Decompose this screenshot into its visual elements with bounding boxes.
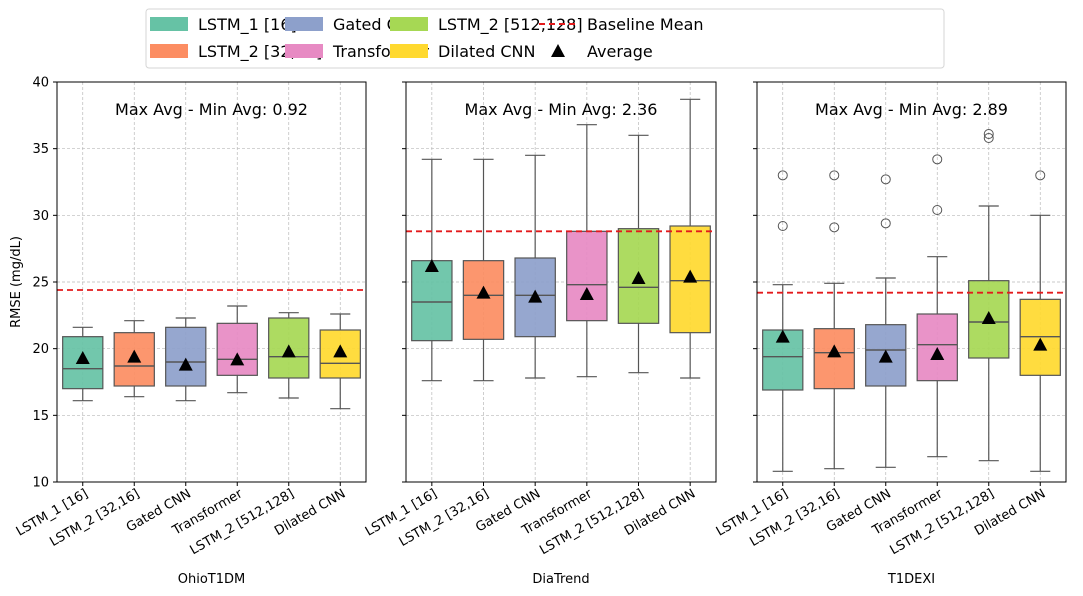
box-6 <box>319 313 361 410</box>
legend-label: Dilated CNN <box>438 42 535 61</box>
mean-marker <box>333 344 348 358</box>
legend-label: Baseline Mean <box>587 15 704 34</box>
box-5 <box>268 312 310 399</box>
legend-swatch <box>150 17 188 31</box>
y-tick-label: 25 <box>32 276 49 291</box>
legend-swatch <box>150 44 188 58</box>
box-body <box>617 228 660 324</box>
mean-marker <box>476 285 491 299</box>
box-1 <box>62 326 104 402</box>
mean-marker <box>631 271 646 284</box>
box-6 <box>669 98 711 379</box>
box-2 <box>813 170 855 470</box>
outlier-point <box>777 221 788 231</box>
x-axis-label: DiaTrend <box>532 572 589 587</box>
legend: LSTM_1 [16]LSTM_2 [32,16]Gated CNNTransf… <box>145 8 945 69</box>
box-3 <box>514 154 556 379</box>
mean-marker <box>178 357 193 371</box>
legend-swatch <box>285 44 323 58</box>
legend-label: LSTM_2 [512,128] <box>438 15 583 35</box>
box-2 <box>462 158 505 382</box>
chart-panel-3: LSTM_1 [16]LSTM_2 [32,16]Gated CNNTransf… <box>714 81 1067 587</box>
box-3 <box>165 317 207 402</box>
mean-marker <box>1033 337 1048 351</box>
legend-swatch <box>285 17 323 31</box>
legend-swatch <box>390 17 428 31</box>
box-body <box>165 326 207 387</box>
x-tick-label: LSTM_2 [32,16] <box>397 486 492 549</box>
mean-marker <box>683 269 698 283</box>
y-tick-label: 40 <box>32 76 49 91</box>
outlier-point <box>932 154 943 165</box>
box-2 <box>113 320 155 398</box>
y-tick-label: 15 <box>32 409 49 424</box>
legend-triangle-marker <box>551 44 565 57</box>
mean-marker <box>981 311 996 324</box>
chart-panels: 10 15 20 25 30 35 40 LSTM_1 [16]LSTM_2 [32,16]G… <box>9 76 1067 587</box>
outlier-point <box>983 133 994 143</box>
outlier-point <box>777 170 788 181</box>
outlier-point <box>880 174 891 185</box>
outlier-point <box>880 218 891 229</box>
legend-swatch <box>390 44 428 58</box>
box-4 <box>566 124 608 378</box>
y-tick-label: 20 <box>32 342 49 357</box>
mean-marker <box>878 349 893 363</box>
x-tick-label: LSTM_2 [32,16] <box>47 486 142 549</box>
box-body <box>566 230 608 322</box>
range-annotation: Max Avg - Min Avg: 2.89 <box>815 100 1008 119</box>
mean-marker <box>528 289 543 303</box>
legend-label: Average <box>587 42 653 61</box>
range-annotation: Max Avg - Min Avg: 0.92 <box>115 100 308 119</box>
outlier-point <box>932 205 943 215</box>
outlier-point <box>829 222 840 233</box>
mean-marker <box>230 352 245 366</box>
box-5 <box>617 134 660 374</box>
y-tick-label: 35 <box>32 142 49 157</box>
range-annotation: Max Avg - Min Avg: 2.36 <box>465 100 658 119</box>
legend-frame <box>145 8 945 69</box>
mean-marker <box>930 347 945 360</box>
mean-marker <box>827 344 842 358</box>
y-tick-label: 30 <box>32 209 49 224</box>
box-3 <box>865 174 907 468</box>
y-tick-label: 10 <box>32 476 49 491</box>
x-tick-label: LSTM_2 [32,16] <box>747 486 842 549</box>
y-axis-label: RMSE (mg/dL) <box>9 236 24 328</box>
mean-marker <box>424 259 439 272</box>
outlier-point <box>1035 170 1046 181</box>
box-6 <box>1019 170 1061 472</box>
outlier-point <box>829 170 840 181</box>
box-body <box>813 328 855 390</box>
box-body <box>411 260 453 342</box>
box-body <box>113 332 155 387</box>
mean-marker <box>579 287 594 300</box>
x-axis-label: OhioT1DM <box>178 572 245 587</box>
legend-label: LSTM_1 [16] <box>198 15 297 35</box>
box-body <box>216 322 258 376</box>
box-1 <box>411 158 453 382</box>
x-axis-label: T1DEXI <box>887 572 935 587</box>
box-4 <box>916 154 958 458</box>
box-body <box>462 260 505 340</box>
mean-marker <box>75 351 90 364</box>
mean-marker <box>775 329 790 343</box>
box-1 <box>762 170 804 472</box>
box-4 <box>216 305 258 394</box>
chart-panel-2: LSTM_1 [16]LSTM_2 [32,16]Gated CNNTransf… <box>363 81 717 587</box>
outlier-point <box>983 129 994 139</box>
mean-marker <box>281 344 296 358</box>
mean-marker <box>127 349 142 363</box>
